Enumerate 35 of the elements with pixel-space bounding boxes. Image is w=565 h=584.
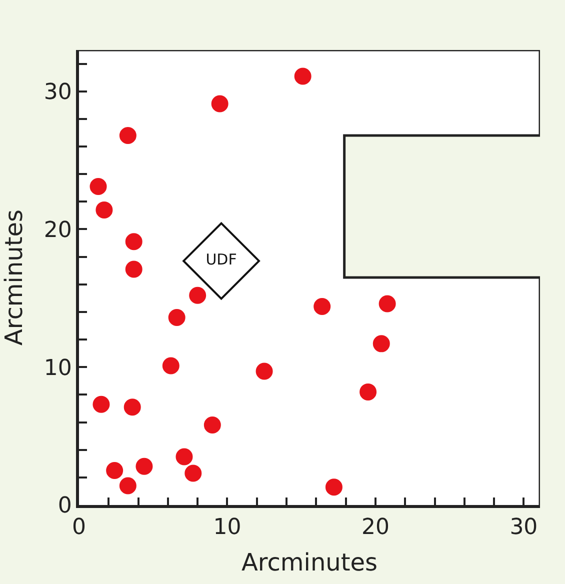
point bbox=[125, 260, 142, 278]
x-axis-title: Arcminutes bbox=[241, 548, 378, 576]
series-label: UDF bbox=[206, 250, 237, 269]
x-tick-label: 30 bbox=[510, 515, 538, 540]
point bbox=[90, 178, 107, 195]
point bbox=[325, 478, 342, 496]
point bbox=[92, 396, 110, 413]
y-tick-label: 10 bbox=[44, 356, 72, 381]
point bbox=[168, 308, 186, 326]
y-tick-label: 20 bbox=[44, 218, 72, 243]
y-tick-label: 0 bbox=[58, 494, 72, 519]
point bbox=[211, 95, 228, 112]
y-axis-title: Arcminutes bbox=[0, 209, 28, 346]
point bbox=[378, 295, 396, 312]
point bbox=[125, 233, 142, 250]
point bbox=[204, 416, 221, 434]
point bbox=[314, 298, 331, 315]
point bbox=[119, 477, 136, 494]
point bbox=[360, 383, 377, 400]
point bbox=[372, 335, 390, 352]
point bbox=[182, 222, 260, 300]
y-tick-label: 30 bbox=[44, 80, 72, 106]
point bbox=[189, 286, 206, 304]
point bbox=[256, 362, 273, 380]
point bbox=[294, 68, 312, 85]
x-tick-label: 20 bbox=[361, 515, 390, 540]
point bbox=[119, 126, 136, 144]
point bbox=[136, 458, 153, 475]
point bbox=[96, 201, 113, 218]
point bbox=[176, 448, 193, 466]
point bbox=[124, 398, 141, 416]
x-tick-label: 10 bbox=[213, 515, 242, 540]
point bbox=[184, 464, 202, 482]
point bbox=[162, 357, 180, 374]
point bbox=[106, 462, 124, 480]
